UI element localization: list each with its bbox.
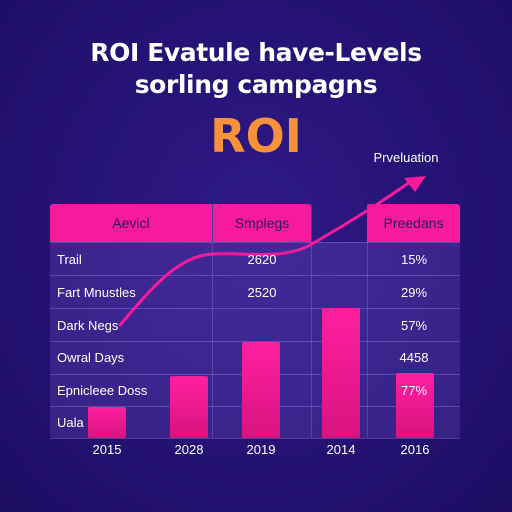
x-tick-label: 2015 <box>92 442 122 457</box>
row-mid-value: 2520 <box>247 285 277 300</box>
row-right-value: 29% <box>400 285 428 300</box>
table-header-preedans: Preedans <box>367 204 460 242</box>
row-divider <box>50 438 460 439</box>
arrow-up-right-icon <box>404 176 426 192</box>
table-header-smplegs: Smplegs <box>213 204 311 242</box>
x-tick-label: 2028 <box>174 442 204 457</box>
trend-label: Prveluation <box>373 150 439 165</box>
row-divider <box>50 242 460 243</box>
row-label: Epnicleee Doss <box>57 383 148 398</box>
row-right-value: 77% <box>400 383 428 398</box>
row-mid-value: 2620 <box>247 252 277 267</box>
row-label: Fart Mnustles <box>57 285 136 300</box>
bar-2015 <box>88 407 126 438</box>
bar-2019 <box>242 342 280 438</box>
x-tick-label: 2016 <box>400 442 430 457</box>
row-label: Trail <box>57 252 82 267</box>
roi-headline: ROI <box>210 109 302 163</box>
row-divider <box>50 308 460 309</box>
column-divider <box>212 204 213 438</box>
column-divider <box>311 204 312 438</box>
row-label: Uala <box>57 415 84 430</box>
chart-title-line1: ROI Evatule have-Levels <box>90 38 422 67</box>
row-right-value: 4458 <box>399 350 429 365</box>
row-divider <box>50 341 460 342</box>
bar-2016 <box>396 373 434 438</box>
row-right-value: 57% <box>400 318 428 333</box>
column-divider <box>367 204 368 438</box>
trend-line <box>118 180 412 327</box>
x-tick-label: 2019 <box>246 442 276 457</box>
row-divider <box>50 275 460 276</box>
row-label: Dark Negs <box>57 318 119 333</box>
x-tick-label: 2014 <box>326 442 356 457</box>
chart-title-line2: sorling campagns <box>134 70 378 99</box>
table-header-aevicl: Aevicl <box>50 204 212 242</box>
bar-2028 <box>170 376 208 438</box>
bar-2014 <box>322 308 360 438</box>
bars-layer <box>88 308 434 438</box>
row-right-value: 15% <box>400 252 428 267</box>
row-label: Owral Days <box>57 350 125 365</box>
